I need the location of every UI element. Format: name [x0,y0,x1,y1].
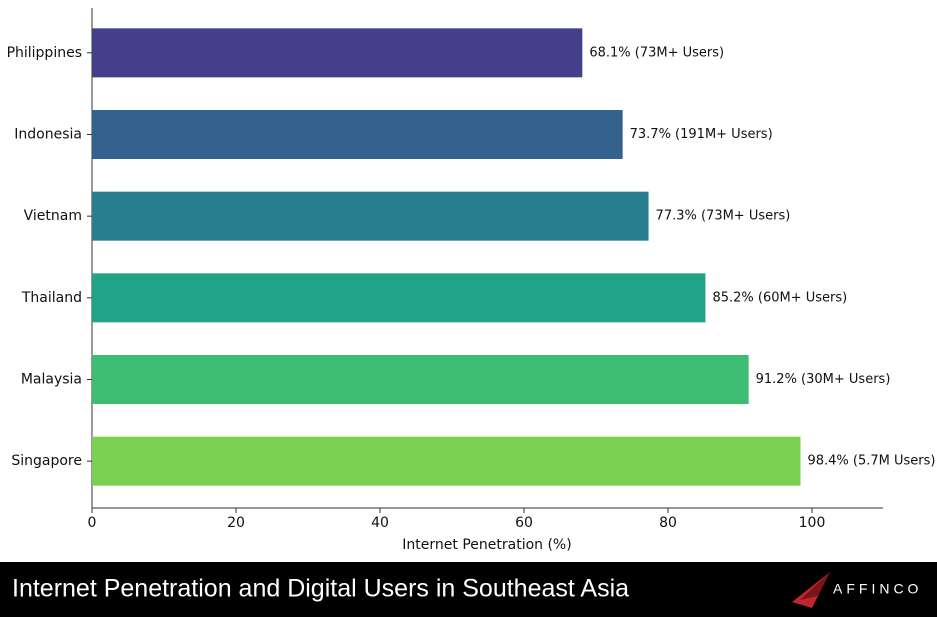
y-tick-label: Malaysia [21,372,82,388]
x-tick-label: 60 [515,515,533,531]
value-label: 77.3% (73M+ Users) [656,209,791,224]
value-label: 98.4% (5.7M Users) [807,454,935,469]
x-tick-label: 0 [88,515,97,531]
x-tick-label: 40 [371,515,389,531]
bar [92,273,706,323]
value-label: 85.2% (60M+ Users) [712,290,847,305]
y-tick-label: Singapore [11,453,82,469]
value-label: 91.2% (30M+ Users) [756,372,891,387]
bar [92,191,649,241]
y-tick-label: Vietnam [24,208,82,224]
x-tick-label: 100 [799,515,826,531]
y-tick-label: Philippines [7,45,82,61]
value-label: 73.7% (191M+ Users) [630,127,773,142]
y-tick-label: Thailand [21,290,82,306]
logo-icon [792,572,830,608]
chart-title: Internet Penetration and Digital Users i… [12,575,629,603]
bar [92,436,801,486]
bar [92,28,583,78]
bar [92,355,749,404]
bar [92,110,623,159]
x-tick-label: 20 [227,515,245,531]
brand: AFFINCO [833,581,922,597]
x-axis-label: Internet Penetration (%) [402,537,571,553]
x-tick-label: 80 [659,515,677,531]
value-label: 68.1% (73M+ Users) [589,45,724,60]
y-tick-label: Indonesia [14,127,82,143]
banner [0,562,937,617]
